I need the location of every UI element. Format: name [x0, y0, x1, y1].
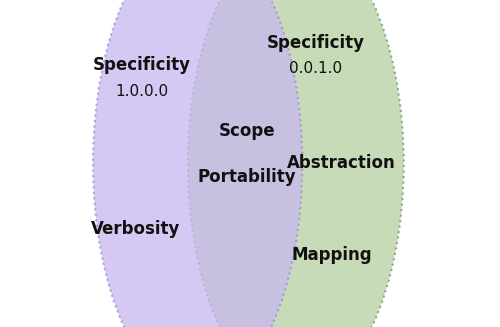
Text: Scope: Scope [218, 122, 275, 140]
Ellipse shape [93, 0, 302, 327]
Text: 1.0.0.0: 1.0.0.0 [116, 84, 168, 99]
Text: Mapping: Mapping [292, 246, 372, 264]
Text: Verbosity: Verbosity [91, 220, 180, 238]
Text: Specificity: Specificity [266, 33, 364, 52]
Ellipse shape [188, 0, 404, 327]
Text: Abstraction: Abstraction [287, 154, 396, 173]
Text: Specificity: Specificity [93, 56, 191, 75]
Text: 0.0.1.0: 0.0.1.0 [289, 61, 342, 76]
Text: Portability: Portability [198, 167, 296, 186]
